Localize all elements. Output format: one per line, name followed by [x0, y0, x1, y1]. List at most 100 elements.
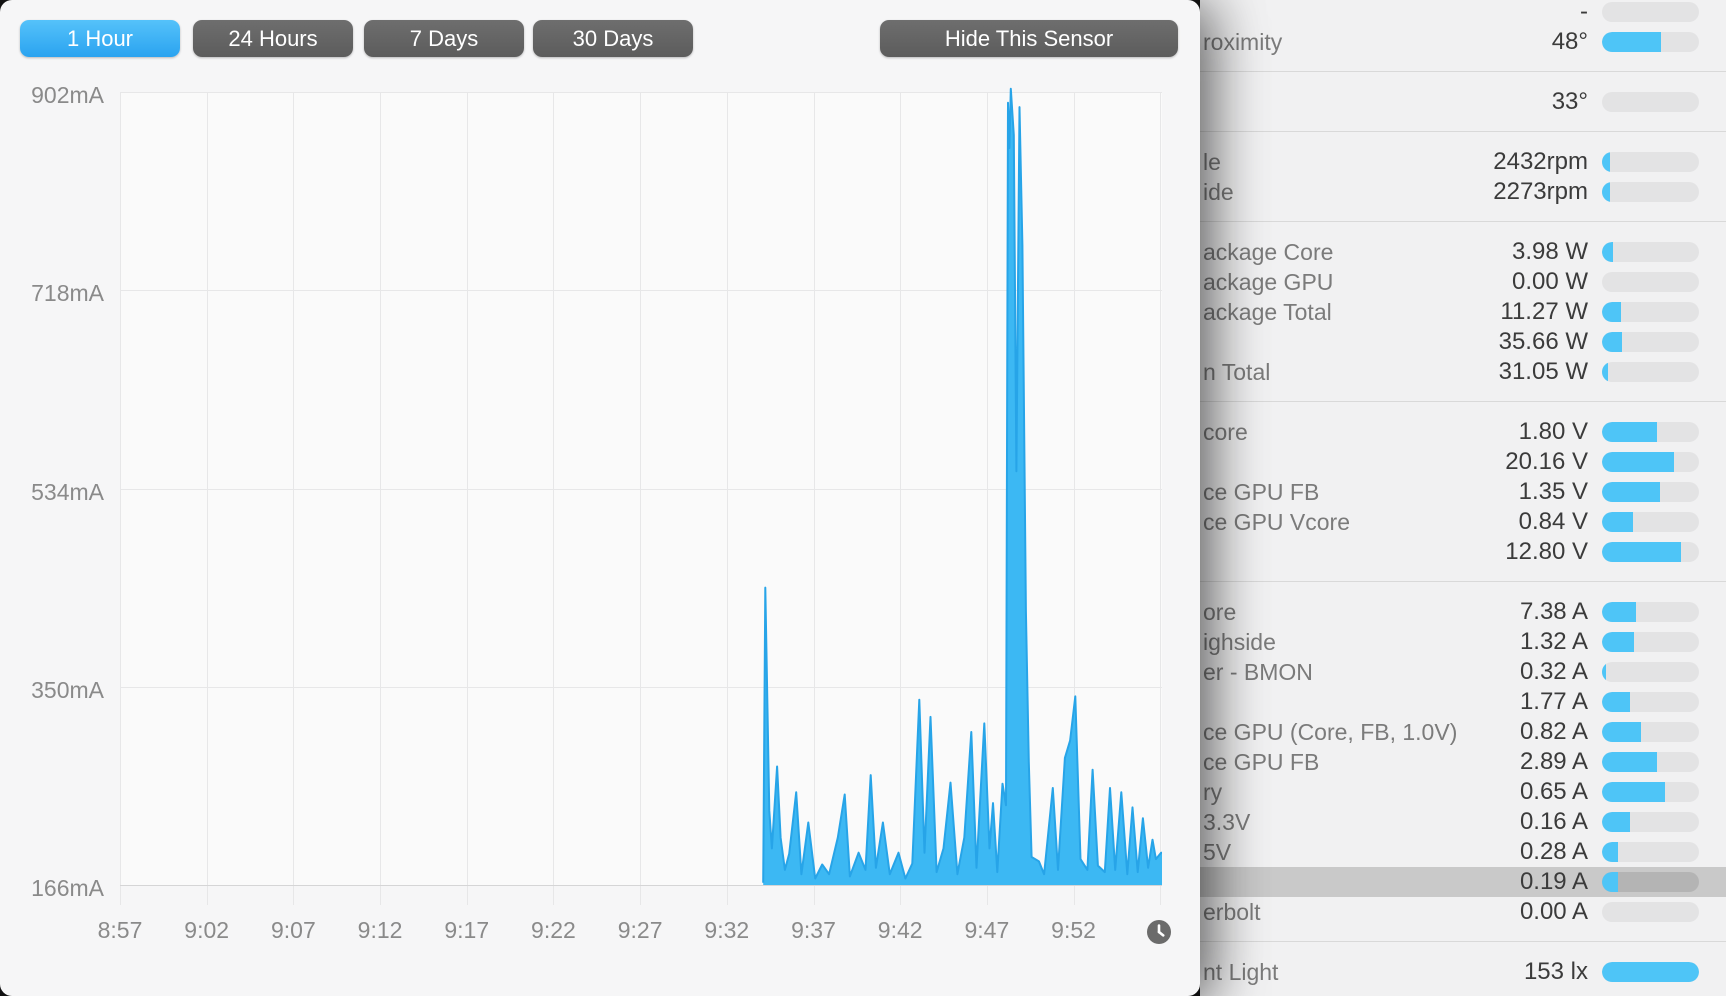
sensor-row[interactable]: ce GPU FB2.89 A	[1200, 747, 1726, 777]
sensor-row[interactable]: ackage Core3.98 W	[1200, 237, 1726, 267]
sensor-value: -	[1580, 0, 1588, 26]
sensor-row[interactable]: ide2273rpm	[1200, 177, 1726, 207]
range-button-30-days[interactable]: 30 Days	[533, 20, 693, 57]
range-button-1-hour[interactable]: 1 Hour	[20, 20, 180, 57]
sensor-row[interactable]: er - BMON0.32 A	[1200, 657, 1726, 687]
x-axis-tick-label: 9:37	[769, 918, 859, 942]
level-bar-fill	[1602, 302, 1621, 322]
sensor-label: le	[1200, 149, 1493, 176]
level-bar	[1602, 362, 1699, 382]
level-bar-fill	[1602, 182, 1610, 202]
level-bar	[1602, 422, 1699, 442]
sensor-row[interactable]: 20.16 V	[1200, 447, 1726, 477]
sensor-label: ighside	[1200, 629, 1520, 656]
level-bar-fill	[1602, 542, 1681, 562]
sensor-value: 2273rpm	[1493, 178, 1588, 206]
level-bar-fill	[1602, 482, 1660, 502]
sensor-value: 1.35 V	[1519, 478, 1588, 506]
sensor-row[interactable]: n Total31.05 W	[1200, 357, 1726, 387]
level-bar	[1602, 782, 1699, 802]
range-button-24-hours[interactable]: 24 Hours	[193, 20, 353, 57]
sensor-value: 0.82 A	[1520, 718, 1588, 746]
sensor-row[interactable]: 35.66 W	[1200, 327, 1726, 357]
sensor-value: 0.16 A	[1520, 808, 1588, 836]
sensor-label: ce GPU Vcore	[1200, 509, 1519, 536]
level-bar-fill	[1602, 332, 1622, 352]
level-bar-fill	[1602, 722, 1641, 742]
level-bar	[1602, 152, 1699, 172]
sensor-label: n Total	[1200, 359, 1499, 386]
sensor-label: ce GPU (Core, FB, 1.0V)	[1200, 719, 1520, 746]
sensor-row[interactable]: roximity48°	[1200, 27, 1726, 57]
sensor-label: ide	[1200, 179, 1493, 206]
x-axis-tick-label: 9:12	[335, 918, 425, 942]
sensor-label: ore	[1200, 599, 1520, 626]
sensor-row[interactable]: 12.80 V	[1200, 537, 1726, 567]
sensor-row[interactable]: 3.3V0.16 A	[1200, 807, 1726, 837]
sensor-row[interactable]: -	[1200, 0, 1726, 27]
sensor-row[interactable]: ce GPU FB1.35 V	[1200, 477, 1726, 507]
sensor-label: ackage Total	[1200, 299, 1500, 326]
level-bar-fill	[1602, 602, 1636, 622]
sensor-label: ackage Core	[1200, 239, 1512, 266]
sensor-value: 2432rpm	[1493, 148, 1588, 176]
sensor-row[interactable]: 1.77 A	[1200, 687, 1726, 717]
level-bar-fill	[1602, 812, 1630, 832]
range-button-7-days[interactable]: 7 Days	[364, 20, 524, 57]
x-axis-tick-label: 9:02	[162, 918, 252, 942]
clock-icon[interactable]	[1147, 920, 1171, 944]
sensor-value: 2.89 A	[1520, 748, 1588, 776]
sensor-label: core	[1200, 419, 1519, 446]
sensor-row[interactable]: 5V0.28 A	[1200, 837, 1726, 867]
level-bar	[1602, 632, 1699, 652]
sensor-row[interactable]: le2432rpm	[1200, 147, 1726, 177]
level-bar-fill	[1602, 512, 1633, 532]
area-fill	[763, 89, 1162, 885]
sensor-row[interactable]: erbolt0.00 A	[1200, 897, 1726, 927]
hide-this-sensor-button[interactable]: Hide This Sensor	[880, 20, 1178, 57]
sensor-value: 0.00 W	[1512, 268, 1588, 296]
screen: { "toolbar": { "ranges": [ {"label": "1 …	[0, 0, 1726, 996]
level-bar	[1602, 842, 1699, 862]
sensor-row[interactable]: ry0.65 A	[1200, 777, 1726, 807]
level-bar-fill	[1602, 692, 1630, 712]
sensor-value: 1.77 A	[1520, 688, 1588, 716]
level-bar	[1602, 32, 1699, 52]
y-axis-tick-label: 718mA	[0, 281, 104, 305]
sensor-group: -roximity48°	[1200, 0, 1726, 72]
x-axis-tick-label: 9:27	[595, 918, 685, 942]
y-axis-tick-label: 534mA	[0, 480, 104, 504]
sensor-value: 12.80 V	[1505, 538, 1588, 566]
sensor-row-selected[interactable]: 0.19 A	[1200, 867, 1726, 897]
level-bar	[1602, 812, 1699, 832]
sensor-row[interactable]: ce GPU Vcore0.84 V	[1200, 507, 1726, 537]
level-bar	[1602, 242, 1699, 262]
sensor-label: ce GPU FB	[1200, 749, 1520, 776]
sensor-value: 153 lx	[1524, 958, 1588, 986]
sensor-row[interactable]: ore7.38 A	[1200, 597, 1726, 627]
sensor-row[interactable]: nt Light153 lx	[1200, 957, 1726, 987]
level-bar	[1602, 272, 1699, 292]
sensor-list-panel: -roximity48° 33° le2432rpmide2273rpm ackage…	[1200, 0, 1726, 996]
sensor-value: 1.32 A	[1520, 628, 1588, 656]
sensor-label: ry	[1200, 779, 1520, 806]
sensor-value: 0.19 A	[1520, 868, 1588, 896]
sensor-row[interactable]: core1.80 V	[1200, 417, 1726, 447]
sensor-label: ce GPU FB	[1200, 479, 1519, 506]
x-axis-tick-label: 9:07	[248, 918, 338, 942]
x-axis-tick-label: 9:52	[1029, 918, 1119, 942]
level-bar-fill	[1602, 422, 1657, 442]
sensor-row[interactable]: ce GPU (Core, FB, 1.0V)0.82 A	[1200, 717, 1726, 747]
x-axis-tick-label: 9:32	[682, 918, 772, 942]
level-bar	[1602, 722, 1699, 742]
sensor-value: 33°	[1552, 88, 1588, 116]
sensor-label: erbolt	[1200, 899, 1520, 926]
sensor-row[interactable]: ackage Total11.27 W	[1200, 297, 1726, 327]
sensor-row[interactable]: ighside1.32 A	[1200, 627, 1726, 657]
level-bar	[1602, 182, 1699, 202]
sensor-group: le2432rpmide2273rpm	[1200, 132, 1726, 222]
sensor-row[interactable]: ackage GPU0.00 W	[1200, 267, 1726, 297]
sensor-row[interactable]: 33°	[1200, 87, 1726, 117]
level-bar	[1602, 752, 1699, 772]
level-bar-fill	[1602, 632, 1634, 652]
